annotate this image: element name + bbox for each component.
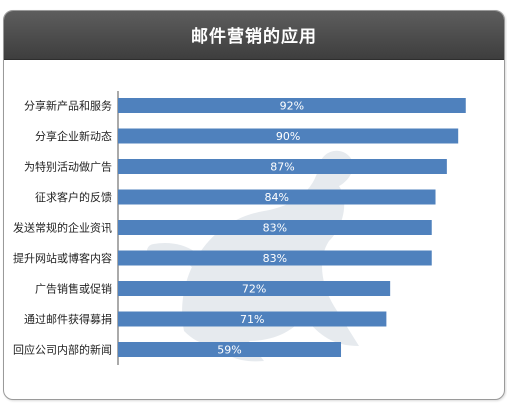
bar-7 <box>118 311 387 327</box>
bar-chart: 分享新产品和服务 92% 分享企业新动态 90% 为特别活动做广告 87% 征求客户的反馈 8… <box>13 91 466 365</box>
category-label-4: 发送常规的企业资讯 <box>13 221 112 235</box>
chart-title: 邮件营销的应用 <box>191 27 317 47</box>
value-label-2: 87% <box>270 161 294 174</box>
category-label-0: 分享新产品和服务 <box>24 99 112 113</box>
category-label-1: 分享企业新动态 <box>35 129 112 143</box>
bar-3 <box>118 189 436 205</box>
bar-1 <box>118 128 459 144</box>
value-label-0: 92% <box>280 100 304 113</box>
category-label-2: 为特别活动做广告 <box>24 160 112 174</box>
value-label-5: 83% <box>263 252 287 265</box>
value-label-1: 90% <box>276 130 300 143</box>
bar-0 <box>118 98 466 113</box>
chart-header: 邮件营销的应用 <box>4 11 504 60</box>
chart-card: 邮件营销的应用 分享新产品和服务 92% 分享企业新动态 90% 为特别活动做广告 87%… <box>3 10 505 400</box>
bars-group: 分享新产品和服务 92% 分享企业新动态 90% 为特别活动做广告 87% 征求客户的反馈 8… <box>13 98 466 357</box>
value-label-3: 84% <box>265 191 289 204</box>
bar-8 <box>118 342 342 357</box>
bar-4 <box>118 220 432 235</box>
category-label-8: 回应公司内部的新闻 <box>13 343 112 357</box>
bar-6 <box>118 281 391 296</box>
category-label-5: 提升网站或博客内容 <box>13 251 112 265</box>
category-label-6: 广告销售或促销 <box>35 282 112 296</box>
value-label-6: 72% <box>242 283 266 296</box>
bar-2 <box>118 159 447 174</box>
value-label-8: 59% <box>217 344 241 357</box>
bar-5 <box>118 250 432 266</box>
category-label-3: 征求客户的反馈 <box>35 190 112 204</box>
category-label-7: 通过邮件获得募捐 <box>24 312 112 326</box>
value-label-4: 83% <box>263 222 287 235</box>
value-label-7: 71% <box>240 313 264 326</box>
